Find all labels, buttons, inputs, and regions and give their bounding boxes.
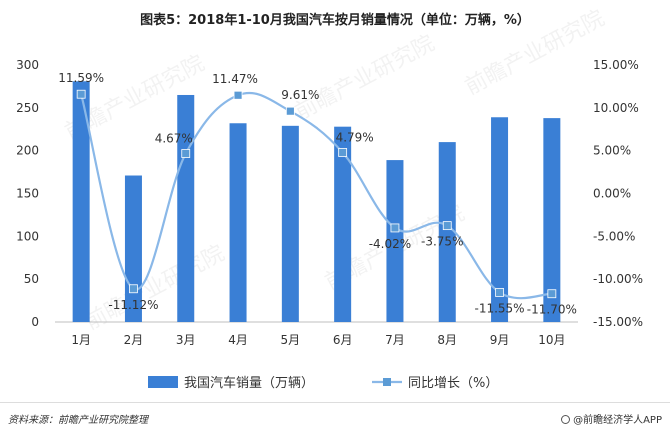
- y-right-tick-label: 15.00%: [593, 58, 639, 72]
- y-left-tick-label: 100: [16, 229, 39, 243]
- bar: [334, 126, 352, 323]
- watermark-text: 前瞻产业研究院: [291, 31, 439, 125]
- y-right-tick-label: -15.00%: [593, 315, 643, 329]
- bar: [177, 94, 195, 322]
- footer: 资料来源：前瞻产业研究院整理 @前瞻经济学人APP: [0, 402, 670, 435]
- growth-data-label: 11.59%: [58, 71, 104, 85]
- x-tick-label: 6月: [333, 333, 353, 347]
- growth-marker: [76, 89, 86, 99]
- growth-data-label: 11.47%: [212, 72, 258, 86]
- bar: [281, 125, 299, 322]
- growth-marker: [442, 221, 452, 231]
- growth-data-label: -11.70%: [527, 303, 577, 317]
- y-right-tick-label: 10.00%: [593, 101, 639, 115]
- bar: [229, 123, 247, 323]
- x-tick-label: 1月: [71, 333, 91, 347]
- bar: [491, 117, 509, 322]
- growth-data-label: 9.61%: [281, 88, 319, 102]
- x-tick-label: 7月: [385, 333, 405, 347]
- watermark-text: 前瞻产业研究院: [461, 6, 609, 100]
- legend-swatch-marker: [383, 378, 391, 386]
- legend-label-bar: 我国汽车销量（万辆）: [184, 375, 314, 391]
- growth-marker: [285, 106, 295, 116]
- growth-data-label: -11.12%: [108, 298, 158, 312]
- bar: [386, 160, 404, 322]
- bar: [438, 142, 456, 322]
- combo-chart: 前瞻产业研究院前瞻产业研究院前瞻产业研究院前瞻产业研究院前瞻产业研究院05010…: [16, 6, 643, 391]
- y-left-tick-label: 300: [16, 58, 39, 72]
- bar: [543, 118, 561, 322]
- chart-title: 图表5：2018年1-10月我国汽车按月销量情况（单位：万辆，%）: [140, 13, 530, 28]
- y-right-tick-label: 5.00%: [593, 144, 631, 158]
- x-tick-label: 2月: [124, 333, 144, 347]
- y-right-tick-label: -10.00%: [593, 272, 643, 286]
- y-left-tick-label: 150: [16, 187, 39, 201]
- y-left-tick-label: 250: [16, 101, 39, 115]
- legend-swatch-bar: [148, 376, 178, 388]
- growth-line: [80, 91, 552, 300]
- x-tick-label: 3月: [176, 333, 196, 347]
- x-tick-label: 4月: [228, 333, 248, 347]
- growth-marker: [390, 223, 400, 233]
- brand-logo-icon: [561, 415, 571, 424]
- y-right-tick-label: 0.00%: [593, 187, 631, 201]
- growth-data-label: -11.55%: [475, 301, 525, 315]
- x-tick-label: 8月: [437, 333, 457, 347]
- y-right-tick-label: -5.00%: [593, 229, 635, 243]
- brand-label: @前瞻经济学人APP: [573, 415, 662, 426]
- growth-marker: [338, 148, 348, 157]
- bar: [72, 81, 90, 322]
- growth-data-label: -4.02%: [369, 237, 411, 251]
- growth-marker: [495, 288, 504, 297]
- source-note: 资料来源：前瞻产业研究院整理: [8, 415, 148, 426]
- x-tick-label: 9月: [490, 333, 510, 347]
- growth-data-label: 4.67%: [155, 131, 193, 145]
- x-tick-label: 10月: [538, 333, 565, 347]
- growth-data-label: -3.75%: [421, 235, 463, 249]
- growth-marker: [129, 284, 138, 294]
- y-left-tick-label: 200: [16, 144, 39, 158]
- legend-label-line: 同比增长（%）: [408, 376, 498, 391]
- growth-marker: [547, 289, 557, 299]
- y-left-tick-label: 0: [31, 315, 39, 329]
- x-tick-label: 5月: [281, 333, 301, 347]
- growth-marker: [233, 90, 243, 100]
- growth-data-label: 4.79%: [336, 130, 374, 144]
- brand-credit: @前瞻经济学人APP: [561, 411, 662, 426]
- y-left-tick-label: 50: [24, 272, 39, 286]
- growth-marker: [181, 149, 191, 158]
